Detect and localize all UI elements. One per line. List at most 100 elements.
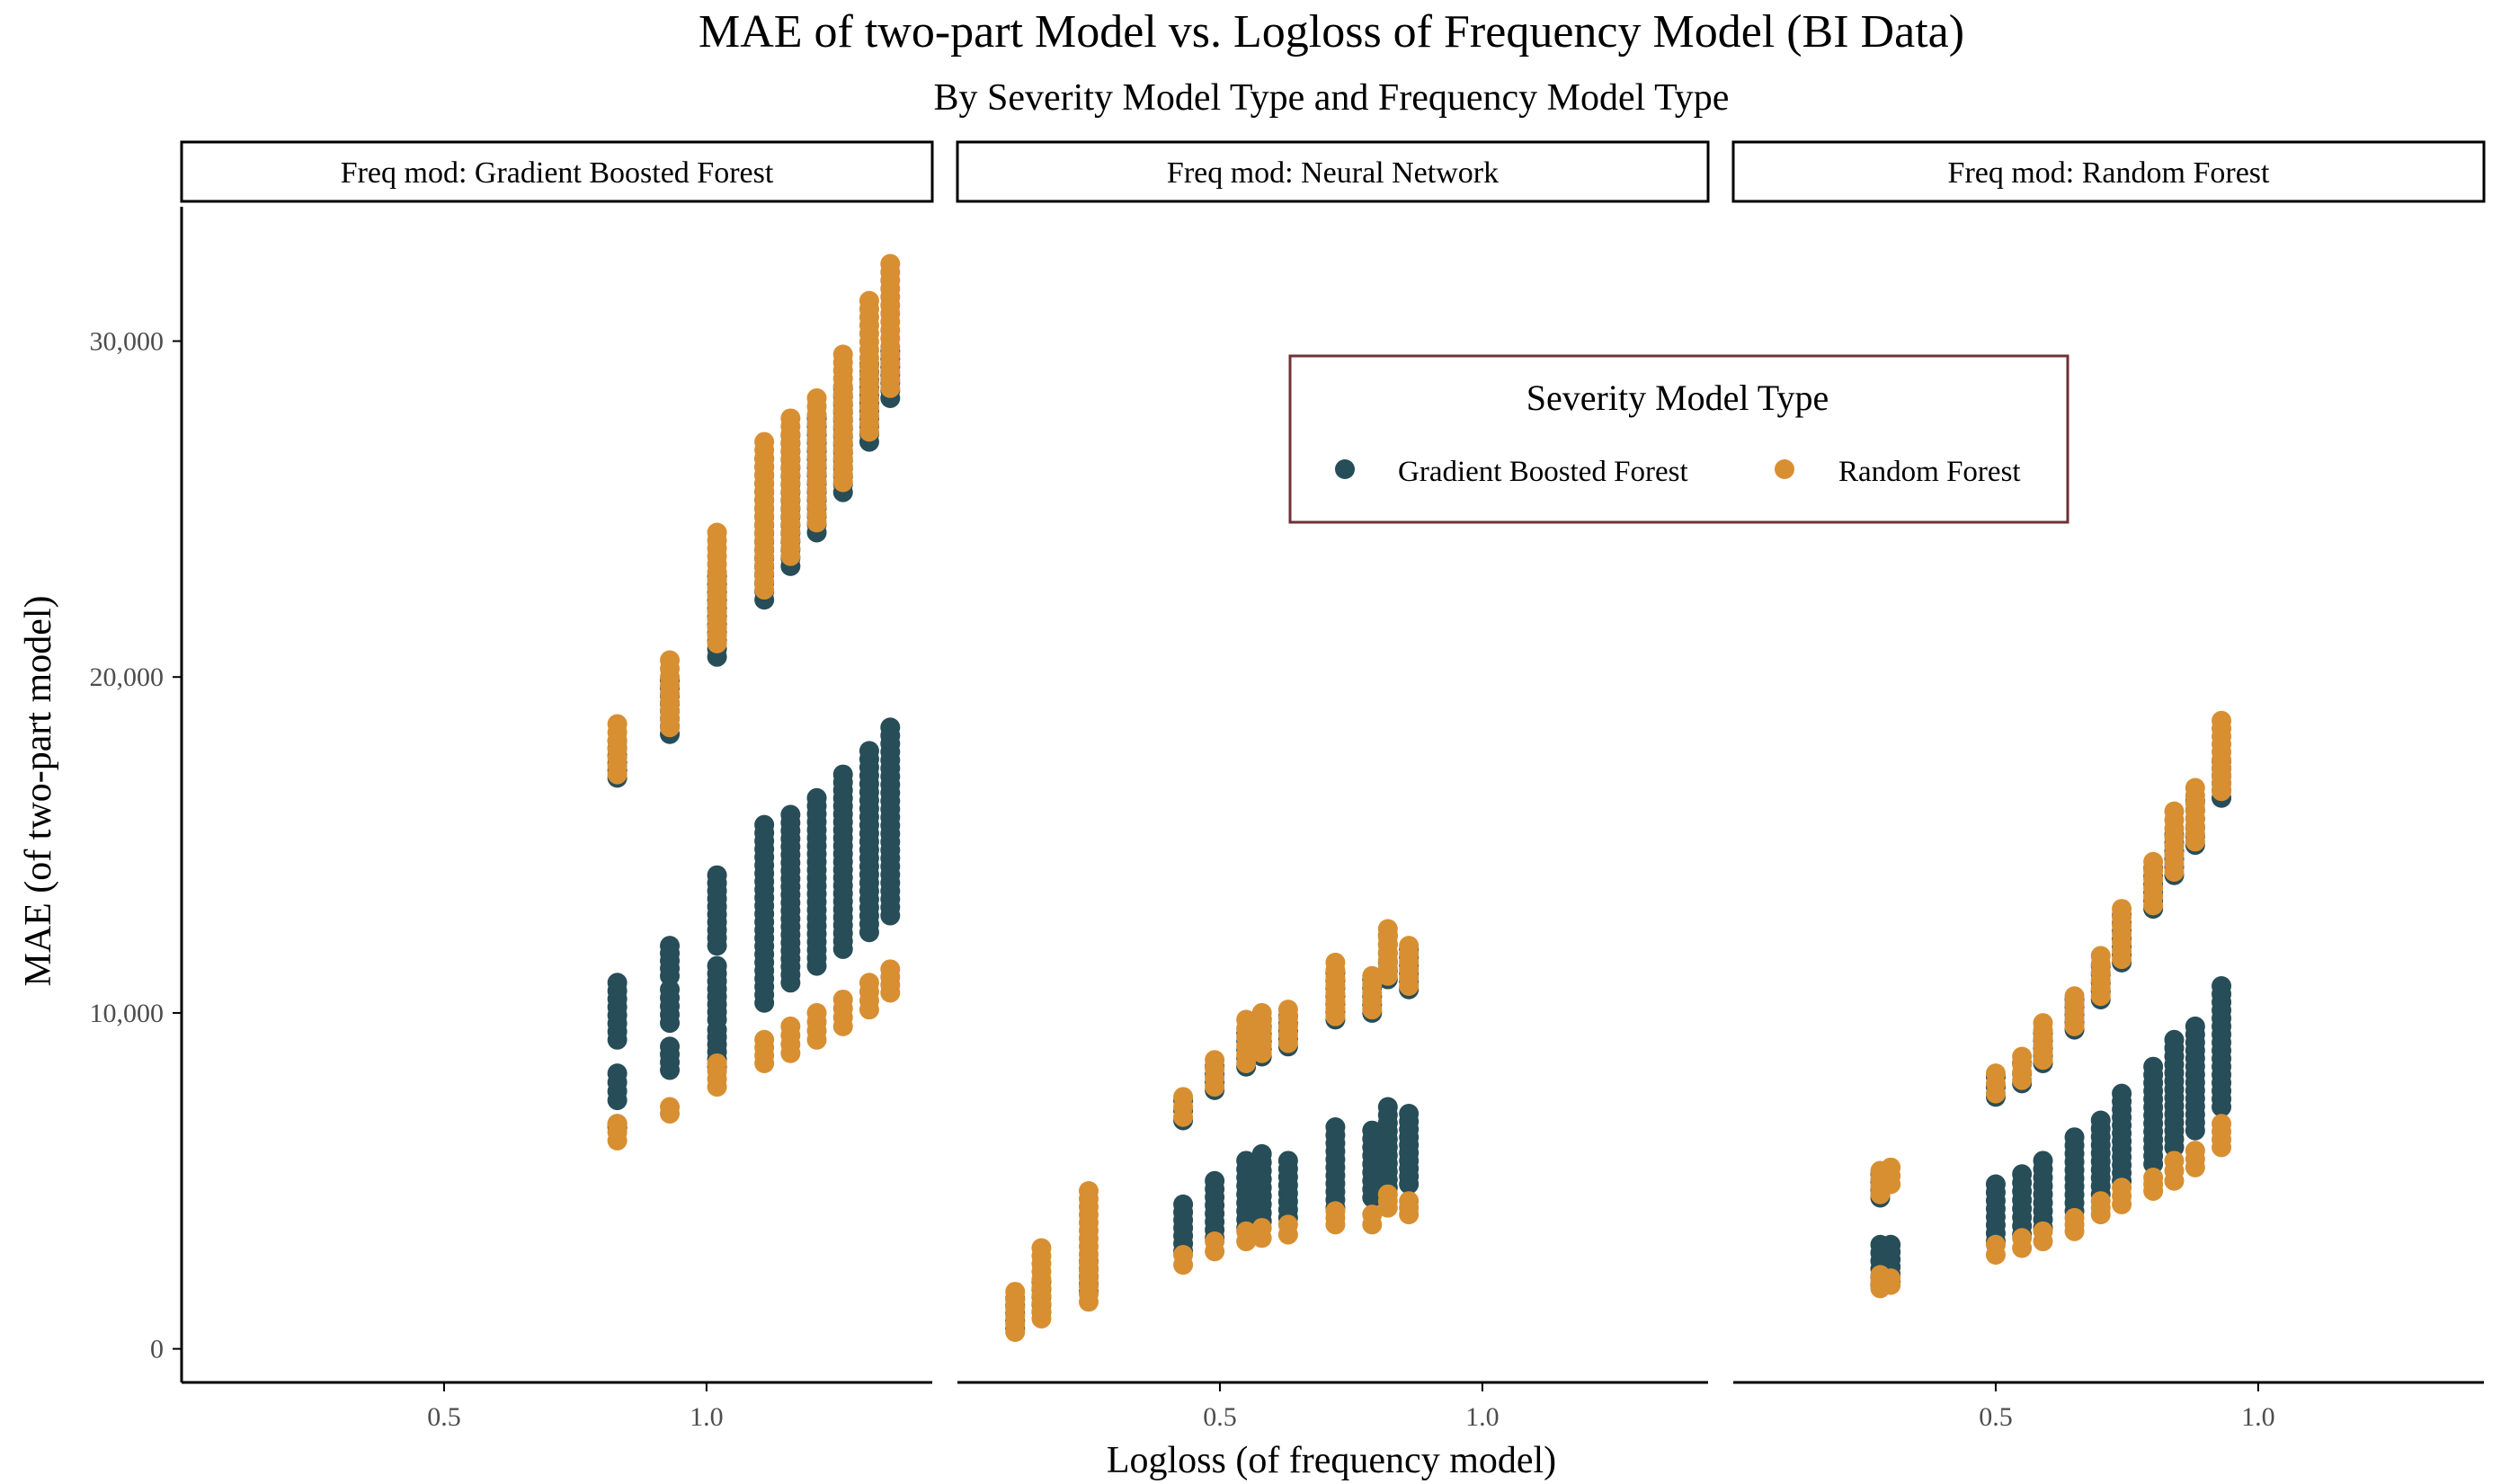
point-rf (780, 1016, 801, 1036)
data-points (1005, 919, 1420, 1342)
point-rf (2012, 1046, 2033, 1067)
point-rf (806, 388, 827, 409)
point-rf (1251, 1002, 1272, 1023)
point-gbf (880, 717, 901, 738)
point-rf (2090, 946, 2111, 966)
point-rf (2212, 710, 2232, 731)
y-tick-label: 10,000 (90, 999, 165, 1028)
point-gbf (2090, 1110, 2111, 1131)
x-tick-label: 0.5 (1979, 1402, 2013, 1432)
x-tick-label: 0.5 (427, 1402, 461, 1432)
facet-strip (1731, 140, 2486, 203)
point-gbf (1205, 1170, 1225, 1191)
x-tick-label: 1.0 (1465, 1402, 1500, 1432)
y-tick-label: 30,000 (90, 326, 165, 356)
point-gbf (1251, 1143, 1272, 1164)
point-gbf (2143, 1056, 2164, 1077)
legend-label-rf: Random Forest (1838, 456, 2021, 488)
point-gbf (2012, 1164, 2033, 1185)
x-tick-label: 0.5 (1203, 1402, 1237, 1432)
legend-box (1288, 354, 2069, 524)
point-rf (780, 408, 801, 429)
facet-strip (180, 140, 934, 203)
point-rf (1881, 1268, 1901, 1289)
point-gbf (2112, 1083, 2132, 1104)
point-gbf (2212, 976, 2232, 997)
point-rf (1251, 1218, 1272, 1239)
legend: Severity Model Type Gradient Boosted For… (1288, 354, 2069, 524)
facet-panel: Freq mod: Random Forest 0.5 1.0 (1731, 140, 2486, 1432)
point-rf (2064, 986, 2085, 1007)
y-axis: 0 10,000 20,000 30,000 (90, 207, 183, 1382)
chart-title: MAE of two-part Model vs. Logloss of Fre… (699, 6, 1964, 58)
y-tick-label: 0 (150, 1335, 164, 1364)
chart-subtitle: By Severity Model Type and Frequency Mod… (934, 77, 1730, 119)
point-gbf (660, 936, 681, 956)
legend-label-gbf: Gradient Boosted Forest (1398, 456, 1688, 488)
point-gbf (707, 865, 727, 885)
point-rf (1325, 1201, 1346, 1222)
point-rf (1277, 1000, 1298, 1020)
y-axis-title: MAE (of two-part model) (18, 595, 59, 986)
point-gbf (1236, 1151, 1257, 1171)
point-gbf (780, 804, 801, 825)
point-rf (754, 431, 775, 452)
point-gbf (1377, 1097, 1398, 1117)
point-rf (1325, 952, 1346, 973)
point-rf (1205, 1231, 1225, 1252)
point-gbf (2064, 1127, 2085, 1148)
point-rf (1985, 1234, 2006, 1255)
facet-strip-label: Freq mod: Gradient Boosted Forest (341, 156, 774, 190)
point-rf (1362, 1204, 1383, 1225)
facet-panel: Freq mod: Neural Network 0.5 1.0 (956, 140, 1710, 1432)
point-gbf (1399, 1104, 1420, 1124)
point-rf (707, 1053, 727, 1073)
point-rf (660, 650, 681, 671)
point-gbf (1985, 1174, 2006, 1195)
point-rf (707, 522, 727, 543)
facet-strip-label: Freq mod: Random Forest (1948, 156, 2270, 190)
point-rf (859, 973, 879, 993)
facet-panels: Freq mod: Gradient Boosted Forest 0.5 1.0 F… (180, 140, 2486, 1432)
point-rf (832, 989, 853, 1009)
point-rf (859, 290, 879, 311)
facet-panel: Freq mod: Gradient Boosted Forest 0.5 1.0 (180, 140, 934, 1432)
point-rf (2064, 1207, 2085, 1228)
point-rf (1173, 1244, 1194, 1265)
point-rf (2185, 778, 2205, 798)
point-rf (2185, 1141, 2205, 1161)
point-rf (1236, 1221, 1257, 1241)
point-rf (880, 959, 901, 980)
point-gbf (2164, 1029, 2185, 1050)
point-rf (2012, 1228, 2033, 1249)
point-gbf (660, 1036, 681, 1057)
point-rf (832, 344, 853, 365)
point-rf (880, 253, 901, 274)
point-rf (2112, 899, 2132, 920)
point-rf (1236, 1009, 1257, 1030)
point-rf (2164, 801, 2185, 822)
point-gbf (2185, 1016, 2205, 1036)
point-rf (1985, 1063, 2006, 1084)
point-rf (806, 1002, 827, 1023)
point-rf (2143, 1168, 2164, 1188)
point-rf (2033, 1221, 2053, 1241)
x-axis-title: Logloss (of frequency model) (1107, 1440, 1556, 1481)
point-rf (1005, 1282, 1026, 1302)
point-gbf (2033, 1151, 2053, 1171)
point-rf (1078, 1180, 1099, 1201)
point-rf (754, 1029, 775, 1050)
point-rf (607, 1114, 627, 1134)
point-rf (2112, 1177, 2132, 1198)
point-rf (1362, 965, 1383, 986)
legend-title: Severity Model Type (1526, 378, 1829, 418)
point-rf (660, 1097, 681, 1117)
point-gbf (806, 787, 827, 808)
point-rf (2143, 851, 2164, 872)
point-gbf (607, 973, 627, 993)
point-gbf (607, 1063, 627, 1084)
point-rf (1173, 1087, 1194, 1107)
legend-key-rf (1775, 459, 1794, 479)
y-tick-label: 20,000 (90, 662, 165, 692)
